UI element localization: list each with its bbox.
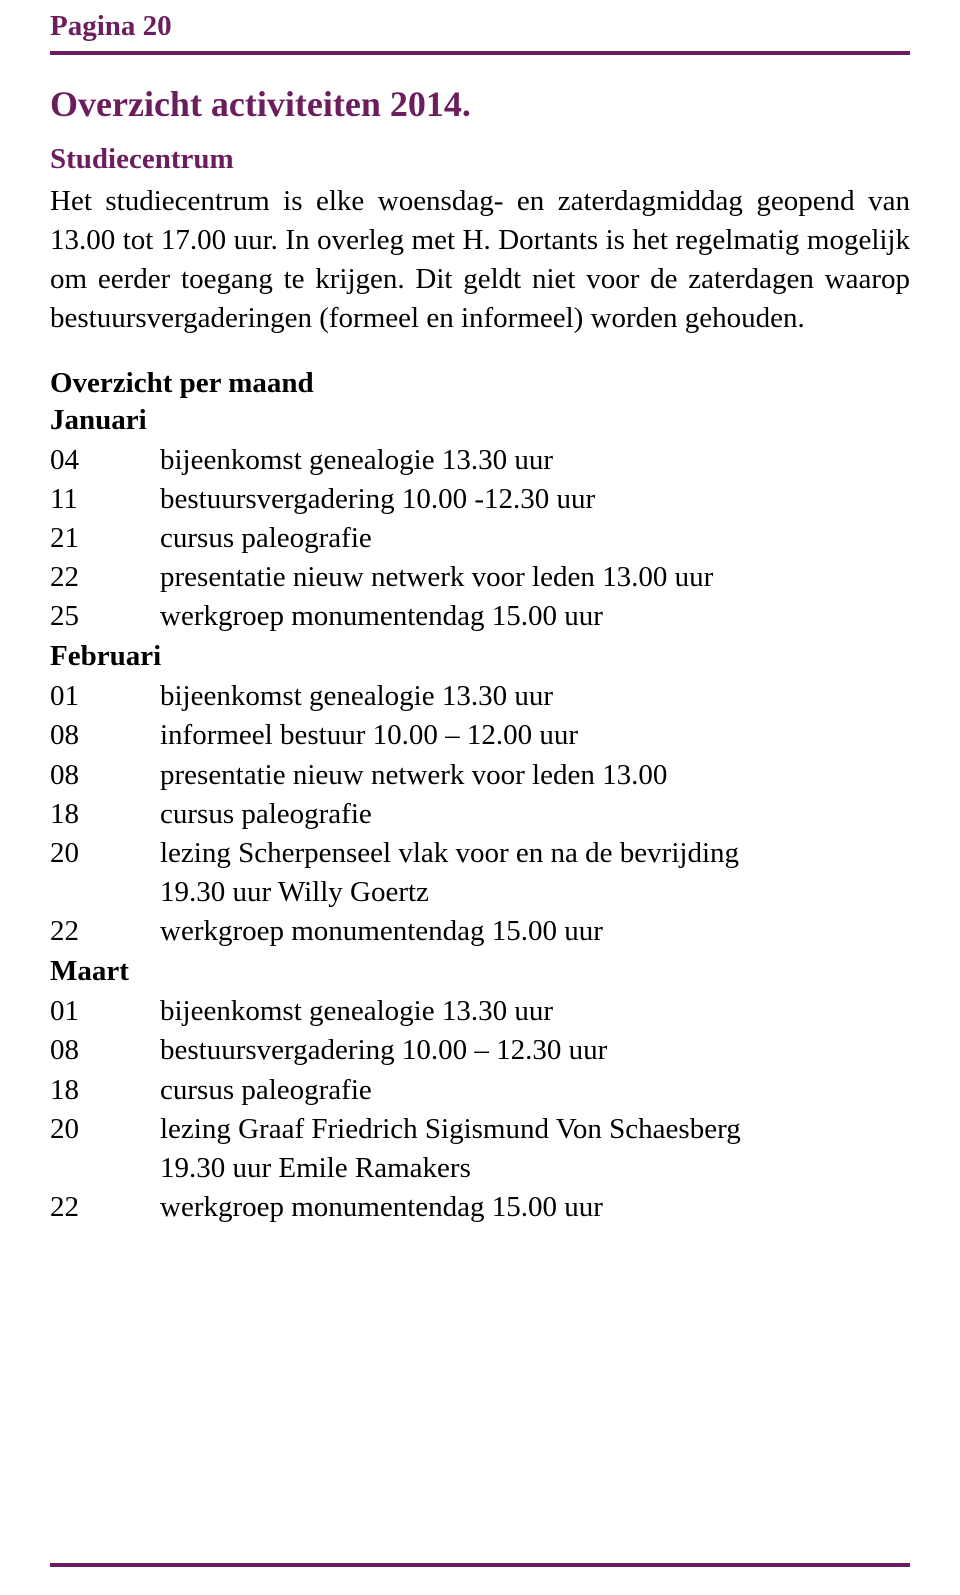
schedule-description: bestuursvergadering 10.00 – 12.30 uur (160, 1031, 910, 1070)
schedule-day: 20 (50, 1110, 160, 1149)
schedule-description: lezing Scherpenseel vlak voor en na de b… (160, 834, 910, 873)
intro-heading: Studiecentrum (50, 143, 910, 176)
schedule-row: 21cursus paleografie (50, 519, 910, 558)
schedule-row: 08bestuursvergadering 10.00 – 12.30 uur (50, 1031, 910, 1070)
schedule-description: cursus paleografie (160, 795, 910, 834)
schedule-row: 22presentatie nieuw netwerk voor leden 1… (50, 558, 910, 597)
schedule-day: 22 (50, 1188, 160, 1227)
schedule-row: 08informeel bestuur 10.00 – 12.00 uur (50, 716, 910, 755)
schedule-description: werkgroep monumentendag 15.00 uur (160, 1188, 910, 1227)
schedule-day: 22 (50, 558, 160, 597)
schedule-day: 01 (50, 677, 160, 716)
schedule-day: 08 (50, 756, 160, 795)
schedule-day: 01 (50, 992, 160, 1031)
schedule-description: bijeenkomst genealogie 13.30 uur (160, 677, 910, 716)
schedule-description: cursus paleografie (160, 519, 910, 558)
schedule-row: 08presentatie nieuw netwerk voor leden 1… (50, 756, 910, 795)
overview-heading: Overzicht per maand (50, 367, 910, 400)
intro-body: Het studiecentrum is elke woensdag- en z… (50, 182, 910, 339)
schedule-day: 11 (50, 480, 160, 519)
schedule-description: lezing Graaf Friedrich Sigismund Von Sch… (160, 1110, 910, 1149)
schedule-day: 20 (50, 834, 160, 873)
schedule-day: 08 (50, 1031, 160, 1070)
schedule-row: 01bijeenkomst genealogie 13.30 uur (50, 992, 910, 1031)
schedule-description: bestuursvergadering 10.00 -12.30 uur (160, 480, 910, 519)
months-container: Januari04bijeenkomst genealogie 13.30 uu… (50, 404, 910, 1228)
schedule-day: 18 (50, 795, 160, 834)
schedule-row: 18cursus paleografie (50, 795, 910, 834)
schedule-continuation: 19.30 uur Emile Ramakers (160, 1149, 910, 1188)
schedule-row: 25werkgroep monumentendag 15.00 uur (50, 597, 910, 636)
schedule-description: bijeenkomst genealogie 13.30 uur (160, 441, 910, 480)
schedule-continuation: 19.30 uur Willy Goertz (160, 873, 910, 912)
schedule-row: 18cursus paleografie (50, 1071, 910, 1110)
schedule-description: presentatie nieuw netwerk voor leden 13.… (160, 558, 910, 597)
page-title: Overzicht activiteiten 2014. (50, 83, 910, 125)
schedule-row: 11bestuursvergadering 10.00 -12.30 uur (50, 480, 910, 519)
header-rule (50, 51, 910, 55)
schedule-day: 22 (50, 912, 160, 951)
schedule-row: 22werkgroep monumentendag 15.00 uur (50, 912, 910, 951)
schedule-row: 20lezing Scherpenseel vlak voor en na de… (50, 834, 910, 873)
schedule-description: werkgroep monumentendag 15.00 uur (160, 912, 910, 951)
schedule-row: 01bijeenkomst genealogie 13.30 uur (50, 677, 910, 716)
schedule-row: 04bijeenkomst genealogie 13.30 uur (50, 441, 910, 480)
schedule-description: bijeenkomst genealogie 13.30 uur (160, 992, 910, 1031)
schedule-day: 25 (50, 597, 160, 636)
schedule-day: 04 (50, 441, 160, 480)
schedule-description: cursus paleografie (160, 1071, 910, 1110)
schedule-row: 20lezing Graaf Friedrich Sigismund Von S… (50, 1110, 910, 1149)
schedule-description: presentatie nieuw netwerk voor leden 13.… (160, 756, 910, 795)
month-heading: Maart (50, 955, 910, 988)
month-heading: Februari (50, 640, 910, 673)
schedule-row: 22werkgroep monumentendag 15.00 uur (50, 1188, 910, 1227)
page-number-label: Pagina 20 (50, 10, 910, 43)
month-heading: Januari (50, 404, 910, 437)
document-page: Pagina 20 Overzicht activiteiten 2014. S… (0, 0, 960, 1595)
schedule-description: informeel bestuur 10.00 – 12.00 uur (160, 716, 910, 755)
footer-rule (50, 1563, 910, 1567)
schedule-day: 21 (50, 519, 160, 558)
schedule-day: 08 (50, 716, 160, 755)
schedule-day: 18 (50, 1071, 160, 1110)
schedule-description: werkgroep monumentendag 15.00 uur (160, 597, 910, 636)
